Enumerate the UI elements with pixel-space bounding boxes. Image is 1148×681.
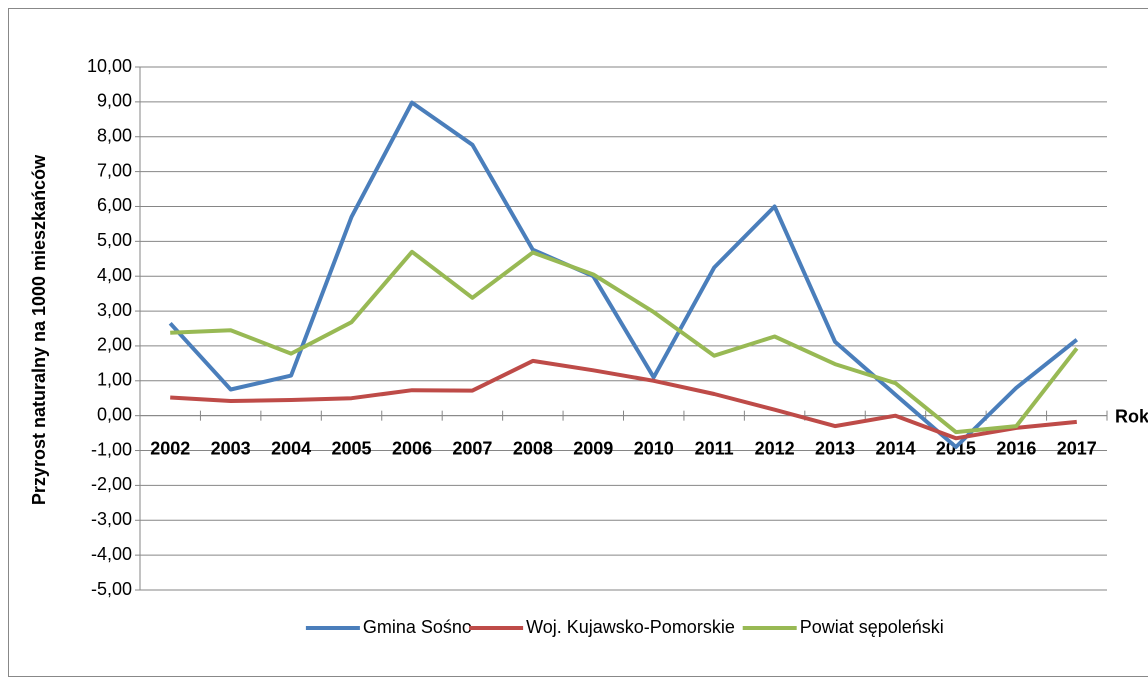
x-tick-label: 2017 <box>1057 438 1097 458</box>
y-tick-label: -5,00 <box>91 579 132 599</box>
x-tick-label: 2002 <box>150 438 190 458</box>
y-tick-label: 1,00 <box>97 370 132 390</box>
y-tick-label: 4,00 <box>97 265 132 285</box>
y-tick-label: 8,00 <box>97 125 132 145</box>
x-tick-label: 2010 <box>634 438 674 458</box>
chart-frame <box>8 8 1148 677</box>
y-tick-label: 9,00 <box>97 91 132 111</box>
y-tick-label: 0,00 <box>97 404 132 424</box>
y-tick-label: -3,00 <box>91 509 132 529</box>
x-tick-label: 2016 <box>996 438 1036 458</box>
series-line <box>168 100 1079 449</box>
x-tick-label: 2005 <box>332 438 372 458</box>
y-axis-label: Przyrost naturalny na 1000 mieszkańców <box>29 154 49 505</box>
y-tick-label: 2,00 <box>97 335 132 355</box>
legend-label: Powiat sępoleński <box>800 617 944 637</box>
x-tick-label: 2013 <box>815 438 855 458</box>
x-axis-label: Rok <box>1115 406 1148 426</box>
x-tick-label: 2007 <box>452 438 492 458</box>
y-tick-label: -4,00 <box>91 544 132 564</box>
x-tick-label: 2003 <box>211 438 251 458</box>
y-tick-label: -2,00 <box>91 474 132 494</box>
x-tick-label: 2008 <box>513 438 553 458</box>
y-tick-label: 7,00 <box>97 160 132 180</box>
x-tick-label: 2012 <box>755 438 795 458</box>
x-tick-label: 2004 <box>271 438 311 458</box>
y-tick-label: 6,00 <box>97 195 132 215</box>
legend-label: Gmina Sośno <box>363 617 472 637</box>
legend-label: Woj. Kujawsko-Pomorskie <box>526 617 735 637</box>
x-tick-label: 2014 <box>875 438 915 458</box>
y-tick-label: 3,00 <box>97 300 132 320</box>
y-tick-label: 10,00 <box>87 56 132 76</box>
x-tick-label: 2009 <box>573 438 613 458</box>
x-tick-label: 2006 <box>392 438 432 458</box>
series-line <box>170 358 1077 441</box>
series-line <box>170 249 1079 435</box>
y-tick-label: -1,00 <box>91 439 132 459</box>
y-tick-label: 5,00 <box>97 230 132 250</box>
x-tick-label: 2011 <box>695 438 734 458</box>
